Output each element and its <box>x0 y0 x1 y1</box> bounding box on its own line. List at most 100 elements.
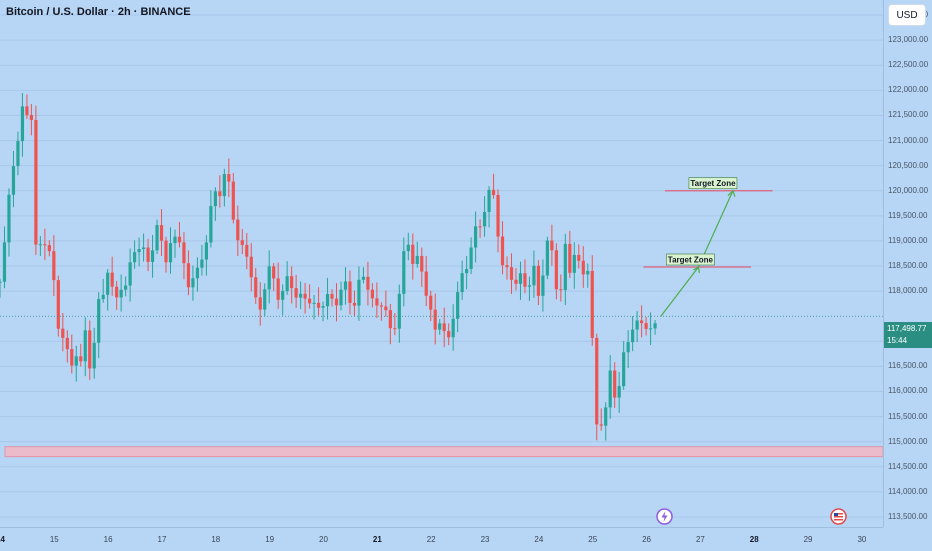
candle <box>379 302 383 321</box>
candle <box>141 233 146 262</box>
price-tick-label: 114,000.00 <box>888 486 928 496</box>
candle <box>617 371 621 413</box>
us-flag-event-icon[interactable] <box>830 508 847 525</box>
candle <box>613 362 617 408</box>
candle <box>505 256 509 280</box>
candle <box>191 265 195 301</box>
time-tick-label: 20 <box>319 535 328 544</box>
candle <box>451 304 455 351</box>
candle <box>222 168 226 207</box>
candle <box>155 219 159 255</box>
currency-button[interactable]: USD <box>888 4 926 26</box>
candle <box>352 290 357 316</box>
time-tick-label: 28 <box>749 535 759 544</box>
candle <box>43 228 47 260</box>
time-tick-label: 22 <box>426 535 436 544</box>
candle <box>491 173 496 199</box>
arrow-head-2 <box>727 189 736 197</box>
time-tick-label: 21 <box>372 535 382 544</box>
time-tick-label: 29 <box>803 535 813 544</box>
candle <box>348 270 352 315</box>
candle <box>321 301 325 322</box>
candle <box>384 290 388 317</box>
candle <box>572 242 576 289</box>
candle <box>16 131 20 176</box>
support-zone-rect <box>4 446 884 458</box>
candle <box>34 105 38 255</box>
candle <box>218 175 222 208</box>
candle <box>110 256 114 296</box>
price-axis[interactable]: 123,500.00123,000.00122,500.00122,000.00… <box>883 0 932 527</box>
candle <box>590 255 594 346</box>
candle <box>514 268 518 291</box>
time-tick-label: 27 <box>695 535 705 544</box>
price-tick-label: 122,000.00 <box>888 85 929 95</box>
candle <box>97 292 101 359</box>
candle <box>299 281 303 310</box>
price-tick-label: 119,500.00 <box>888 210 928 220</box>
candle <box>460 260 464 300</box>
candle <box>267 250 271 304</box>
chart-area[interactable]: Target Zone Target Zone Bitcoin / U.S. Do… <box>0 0 884 527</box>
candle <box>473 211 478 263</box>
price-tick-label: 119,000.00 <box>888 235 928 245</box>
candle <box>559 274 563 302</box>
candle <box>550 224 554 266</box>
candle <box>640 305 644 338</box>
candle <box>622 341 626 390</box>
time-tick-label: 17 <box>157 535 167 544</box>
lightning-event-icon[interactable] <box>656 508 673 525</box>
candle <box>168 227 173 274</box>
candle <box>52 235 56 297</box>
price-tick-label: 121,000.00 <box>888 135 929 145</box>
support-zone <box>4 446 884 458</box>
candle <box>7 188 11 257</box>
candle <box>182 232 186 280</box>
candle <box>568 230 572 278</box>
candle <box>415 241 419 268</box>
candle <box>186 250 191 296</box>
candle <box>523 259 527 294</box>
candle <box>281 284 285 316</box>
candle <box>388 303 392 345</box>
candle <box>258 282 262 326</box>
candle <box>29 104 34 136</box>
target-zone-label-1-box <box>666 253 715 266</box>
candle <box>200 244 204 276</box>
candle <box>500 221 505 275</box>
candle <box>393 313 397 336</box>
price-tick-label: 114,500.00 <box>888 461 928 471</box>
candle <box>545 236 549 280</box>
candle <box>312 295 316 320</box>
candle <box>213 187 217 221</box>
candle <box>509 253 514 294</box>
candle <box>339 281 343 311</box>
time-axis[interactable]: 14 15 16 17 18 19 20 21 22 23 24 25 26 27 28 29 30 <box>0 527 883 551</box>
candle <box>150 234 155 278</box>
candle <box>577 244 581 269</box>
candle <box>119 274 123 312</box>
time-tick-label: 16 <box>103 535 113 544</box>
candle <box>316 287 321 316</box>
candle <box>563 233 567 305</box>
candle <box>366 261 370 306</box>
candle <box>263 283 267 317</box>
candle <box>276 262 280 309</box>
target-zones: Target Zone Target Zone <box>643 177 773 317</box>
candle <box>653 320 657 335</box>
candle <box>586 263 590 288</box>
candle <box>599 408 603 431</box>
candle <box>128 248 132 302</box>
candle <box>626 330 630 369</box>
price-tick-label: 118,000.00 <box>888 286 928 296</box>
target-zone-label-2: Target Zone <box>690 179 736 188</box>
candle <box>433 293 437 345</box>
candlestick-chart[interactable]: Target Zone Target Zone <box>0 0 884 527</box>
price-tick-label: 116,000.00 <box>888 386 928 396</box>
candle <box>231 173 235 224</box>
countdown-timer: 15:44 <box>887 336 908 345</box>
candle <box>227 158 231 197</box>
candle <box>532 250 536 298</box>
current-price-value: 117,498.77 <box>887 324 927 333</box>
